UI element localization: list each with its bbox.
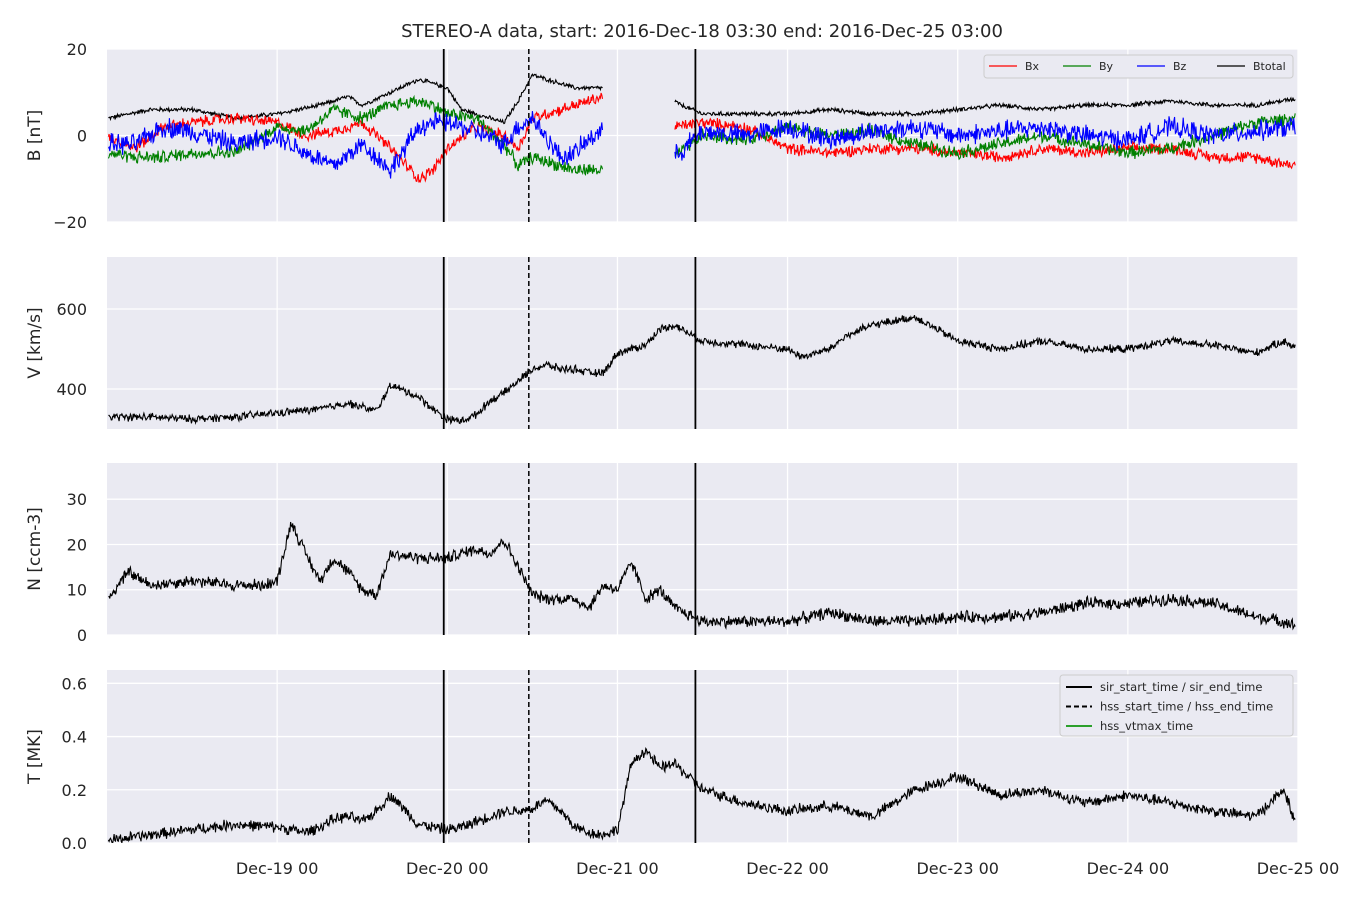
y-axis-label: V [km/s] xyxy=(25,307,45,378)
series-line-bx xyxy=(674,117,1296,170)
legend-label-sir_start_time: sir_start_time / sir_end_time xyxy=(1100,680,1262,694)
panels-group: 20 0 −20 B [nT] Bx By Bz Btotal 600 400 V [km/s] 30… xyxy=(25,40,1299,853)
y-tick-label: 0.2 xyxy=(62,781,87,800)
b-legend: Bx By Bz Btotal xyxy=(983,54,1294,79)
legend-label-bz: Bz xyxy=(1173,60,1187,73)
y-tick-label: 400 xyxy=(56,380,87,399)
y-axis-label: N [ccm-3] xyxy=(25,507,45,591)
panel-v: 600 400 V [km/s] xyxy=(25,257,1299,429)
x-tick-label: Dec-19 00 xyxy=(236,859,319,878)
series-line-bz xyxy=(107,111,604,179)
legend-label-by: By xyxy=(1099,60,1114,73)
time-axis: Dec-19 00 Dec-20 00 Dec-21 00 Dec-22 00 Dec-… xyxy=(236,859,1339,878)
panel-t: 0.6 0.4 0.2 0.0 T [MK] sir_start_time / sir_e… xyxy=(25,670,1299,853)
x-tick-label: Dec-23 00 xyxy=(916,859,999,878)
event-legend: sir_start_time / sir_end_time hss_start_t… xyxy=(1059,674,1294,737)
series-line-by xyxy=(107,94,604,177)
series-line-by xyxy=(674,113,1296,161)
y-tick-label: 20 xyxy=(67,40,87,59)
y-tick-label: 0 xyxy=(77,626,87,645)
series-group xyxy=(107,73,1296,184)
legend-label-bx: Bx xyxy=(1025,60,1040,73)
y-tick-label: 10 xyxy=(67,581,87,600)
series-line-bx xyxy=(107,92,604,184)
y-tick-label: 0.4 xyxy=(62,728,87,747)
x-tick-label: Dec-24 00 xyxy=(1087,859,1170,878)
series-line-btotal xyxy=(108,73,603,125)
legend-box xyxy=(1059,674,1294,737)
y-tick-label: 30 xyxy=(67,490,87,509)
series-line-btotal xyxy=(674,96,1296,118)
figure-title: STEREO-A data, start: 2016-Dec-18 03:30 … xyxy=(401,21,1003,42)
series-line-t xyxy=(107,747,1296,843)
panel-n: 30 20 10 0 N [ccm-3] xyxy=(25,463,1299,645)
x-tick-label: Dec-21 00 xyxy=(576,859,659,878)
series-group xyxy=(108,521,1296,631)
series-group xyxy=(108,315,1296,425)
y-axis-label: T [MK] xyxy=(25,729,45,785)
x-tick-label: Dec-20 00 xyxy=(406,859,489,878)
y-tick-label: 0 xyxy=(77,127,87,146)
legend-label-hss_vtmax_time: hss_vtmax_time xyxy=(1100,719,1193,733)
legend-label-hss_start_time: hss_start_time / hss_end_time xyxy=(1100,700,1273,714)
y-tick-label: 20 xyxy=(67,535,87,554)
y-axis-label: B [nT] xyxy=(25,110,45,162)
y-tick-label: 0.0 xyxy=(62,834,87,853)
series-group xyxy=(107,747,1296,843)
y-tick-label: 600 xyxy=(56,300,87,319)
y-tick-label: −20 xyxy=(53,213,87,232)
panel-background xyxy=(107,463,1298,635)
y-tick-label: 0.6 xyxy=(62,674,87,693)
series-line-n xyxy=(108,521,1296,631)
series-line-v xyxy=(108,315,1296,425)
panel-b: 20 0 −20 B [nT] Bx By Bz Btotal xyxy=(25,40,1299,232)
x-tick-label: Dec-25 00 xyxy=(1257,859,1340,878)
x-tick-label: Dec-22 00 xyxy=(746,859,829,878)
series-line-bz xyxy=(674,116,1296,161)
legend-label-btotal: Btotal xyxy=(1253,60,1286,73)
